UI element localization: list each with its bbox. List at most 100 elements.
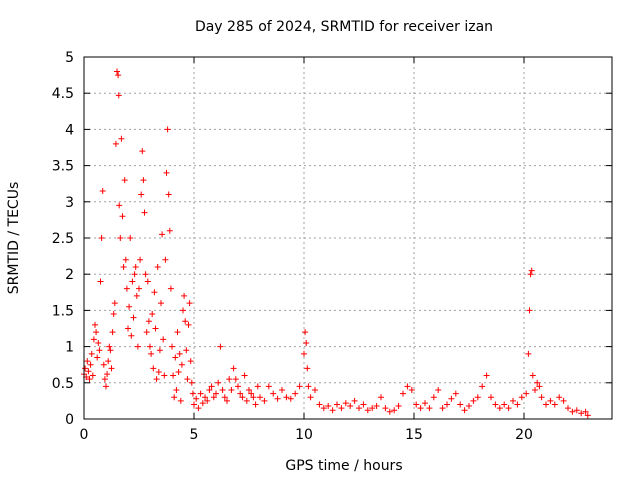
data-point [103, 383, 109, 390]
data-point [137, 256, 144, 263]
data-point [86, 376, 93, 383]
data-point [107, 347, 114, 354]
data-point [556, 394, 563, 401]
data-point [99, 187, 106, 194]
data-point [526, 307, 533, 314]
data-point [408, 387, 415, 394]
data-point [230, 365, 237, 372]
data-point [254, 383, 261, 390]
data-point [105, 358, 112, 365]
data-point [162, 256, 169, 263]
data-point [457, 401, 464, 408]
data-point [391, 407, 398, 414]
y-tick-label: 1.5 [52, 303, 74, 319]
data-point [164, 126, 171, 133]
data-point [265, 383, 272, 390]
data-point [150, 365, 157, 372]
data-point [422, 400, 428, 407]
data-point [466, 402, 472, 409]
data-point [82, 365, 89, 372]
data-point [246, 387, 252, 394]
data-point [148, 350, 155, 357]
data-point [301, 350, 307, 357]
data-point [224, 397, 230, 404]
data-point [527, 271, 534, 278]
data-point [382, 405, 389, 412]
data-point [208, 383, 215, 390]
data-point [87, 361, 94, 368]
data-point [413, 401, 420, 408]
data-point [160, 336, 167, 343]
data-point [117, 235, 124, 241]
data-point [528, 267, 535, 274]
data-point [302, 329, 309, 336]
data-point [181, 292, 188, 299]
data-point [237, 390, 244, 397]
y-tick-label: 0 [65, 412, 74, 428]
data-point [144, 278, 151, 285]
data-point [532, 387, 538, 394]
data-point [165, 191, 172, 198]
data-point [197, 390, 204, 397]
data-point [417, 405, 424, 412]
data-point [172, 354, 179, 361]
data-point [202, 394, 208, 401]
data-point [270, 390, 277, 397]
data-point [378, 394, 384, 401]
data-point [534, 379, 541, 386]
data-point [159, 231, 166, 238]
data-point [338, 405, 345, 412]
data-point [149, 311, 156, 318]
data-point [474, 394, 481, 401]
data-point [178, 361, 185, 368]
data-point [210, 394, 217, 401]
data-point [85, 368, 92, 375]
data-point [250, 394, 257, 401]
data-point [452, 390, 459, 397]
data-point [161, 372, 168, 379]
data-point [139, 148, 146, 155]
data-point [578, 410, 585, 417]
data-point [125, 325, 131, 332]
data-point [96, 347, 103, 354]
data-point [130, 314, 137, 321]
data-point [283, 394, 290, 401]
data-point [296, 383, 303, 390]
data-point [584, 412, 591, 419]
data-point [400, 390, 406, 397]
data-point [538, 394, 545, 401]
data-point [142, 271, 149, 278]
data-point [312, 387, 318, 394]
data-point [151, 289, 158, 296]
plot-frame [83, 56, 613, 420]
data-point [152, 325, 159, 332]
y-tick-label: 5 [65, 50, 74, 66]
y-tick-label: 0.5 [52, 376, 74, 392]
data-point [320, 405, 327, 412]
data-point [492, 401, 499, 408]
data-point [529, 372, 536, 379]
data-point [279, 387, 285, 394]
x-axis: 0 5 10 15 20 [80, 57, 533, 443]
data-point [89, 372, 96, 379]
data-point [252, 401, 259, 408]
data-point [155, 368, 162, 375]
x-tick-label: 0 [80, 427, 89, 443]
data-point [156, 347, 163, 354]
data-point [360, 401, 367, 408]
data-point [334, 401, 340, 408]
data-point [496, 405, 503, 412]
data-point [215, 379, 222, 386]
data-point [145, 318, 152, 325]
data-point [235, 383, 241, 390]
data-point [187, 358, 194, 365]
data-point [141, 209, 148, 216]
data-point [104, 371, 111, 378]
data-point [88, 350, 95, 357]
data-point [175, 368, 182, 375]
data-point [243, 397, 250, 404]
data-point [118, 135, 125, 142]
data-point [114, 68, 120, 75]
data-point [115, 92, 122, 99]
